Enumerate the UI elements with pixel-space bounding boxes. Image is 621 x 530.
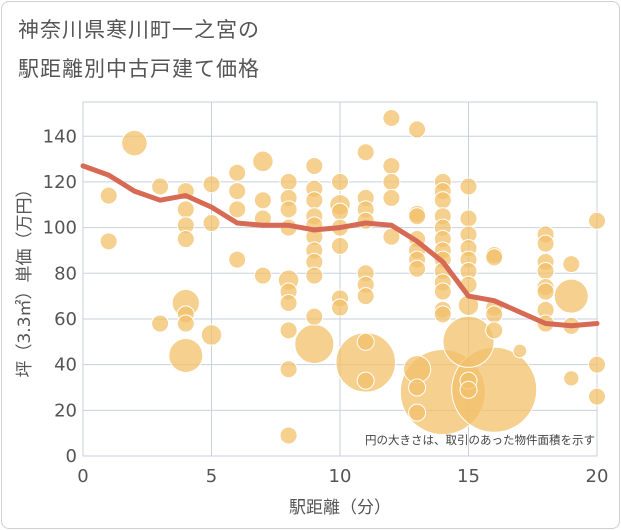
data-bubble: [252, 150, 274, 173]
data-bubble: [253, 191, 272, 210]
data-bubble: [279, 321, 298, 340]
data-bubble: [294, 324, 335, 365]
y-tick-label: 120: [43, 172, 77, 193]
data-bubble: [356, 287, 375, 306]
data-bubble: [253, 266, 272, 285]
data-bubble: [382, 172, 401, 191]
y-tick-label: 20: [54, 400, 77, 421]
data-bubble: [305, 191, 324, 210]
data-bubble: [151, 314, 170, 333]
y-axis-label: 坪（3.3㎡）単価（万円）: [15, 180, 35, 377]
x-tick-label: 20: [586, 466, 609, 487]
data-bubble: [200, 324, 223, 346]
data-bubble: [382, 156, 401, 175]
data-bubble: [485, 305, 504, 324]
data-bubble: [99, 186, 118, 205]
data-bubble: [536, 234, 555, 253]
trend-line: [80, 163, 600, 329]
data-bubble: [382, 188, 401, 207]
data-bubble: [382, 108, 401, 127]
data-bubble: [442, 315, 495, 368]
data-bubble: [588, 387, 606, 406]
data-bubble: [168, 338, 204, 374]
data-bubble: [202, 175, 221, 194]
data-bubble: [331, 236, 349, 255]
y-axis-ticks: 0 20 40 60 80 100 120 140: [43, 126, 77, 467]
data-bubble: [279, 426, 298, 445]
data-bubble: [382, 227, 401, 246]
chart-title-line1: 神奈川県寒川町一之宮の: [18, 18, 260, 42]
data-bubble: [408, 259, 427, 278]
data-bubble: [202, 214, 221, 233]
data-bubble: [433, 305, 452, 324]
data-bubble: [588, 211, 606, 230]
data-bubble: [176, 200, 195, 219]
data-bubble: [408, 207, 427, 226]
data-bubble: [536, 282, 555, 301]
data-bubble: [459, 177, 478, 196]
data-bubble: [485, 248, 504, 267]
y-tick-label: 60: [54, 309, 77, 330]
data-bubble: [433, 282, 452, 301]
data-bubble: [279, 360, 298, 379]
data-bubble: [176, 230, 195, 249]
y-tick-label: 40: [54, 355, 77, 376]
data-bubble: [228, 200, 247, 219]
x-tick-label: 5: [206, 466, 217, 487]
data-bubble: [331, 172, 349, 191]
y-tick-label: 140: [43, 126, 77, 147]
data-bubble: [588, 355, 606, 374]
data-bubble: [408, 403, 427, 422]
data-bubble: [228, 182, 247, 201]
data-bubble: [305, 307, 324, 326]
chart-title-line2: 駅距離別中古戸建て価格: [18, 57, 260, 81]
data-bubble: [512, 343, 528, 359]
x-tick-label: 15: [457, 466, 480, 487]
data-bubble: [408, 120, 427, 139]
x-axis-label: 駅距離（分）: [289, 498, 391, 518]
x-tick-label: 10: [329, 466, 352, 487]
data-bubble: [279, 200, 298, 219]
bubble-layer: [99, 108, 606, 445]
data-bubble: [279, 293, 298, 312]
data-bubble: [305, 266, 324, 285]
data-bubble: [485, 321, 504, 340]
data-bubble: [228, 250, 247, 269]
data-bubble: [335, 332, 396, 393]
y-tick-label: 0: [66, 446, 77, 467]
data-bubble: [176, 314, 195, 333]
data-bubble: [356, 332, 375, 351]
data-bubble: [562, 255, 581, 274]
data-bubble: [356, 143, 375, 162]
data-bubble: [553, 278, 589, 314]
data-bubble: [408, 378, 427, 397]
data-bubble: [99, 232, 118, 251]
x-tick-label: 0: [77, 466, 88, 487]
data-bubble: [563, 370, 580, 387]
data-bubble: [228, 163, 247, 182]
data-bubble: [459, 380, 478, 399]
data-bubble: [331, 202, 349, 221]
x-axis-ticks: 0 5 10 15 20: [77, 466, 608, 487]
grid-lines: [82, 101, 598, 457]
data-bubble: [331, 298, 349, 317]
data-bubble: [121, 129, 148, 157]
data-bubble: [433, 191, 452, 210]
bubble-size-note: 円の大きさは、取引のあった物件面積を示す: [365, 433, 595, 447]
data-bubble: [305, 156, 324, 175]
y-tick-label: 80: [54, 263, 77, 284]
data-bubble: [279, 172, 298, 191]
data-bubble: [151, 177, 170, 196]
data-bubble: [451, 346, 538, 433]
data-bubble: [356, 371, 375, 390]
data-bubble: [459, 209, 478, 228]
y-tick-label: 100: [43, 218, 77, 239]
data-bubble: [536, 262, 555, 281]
